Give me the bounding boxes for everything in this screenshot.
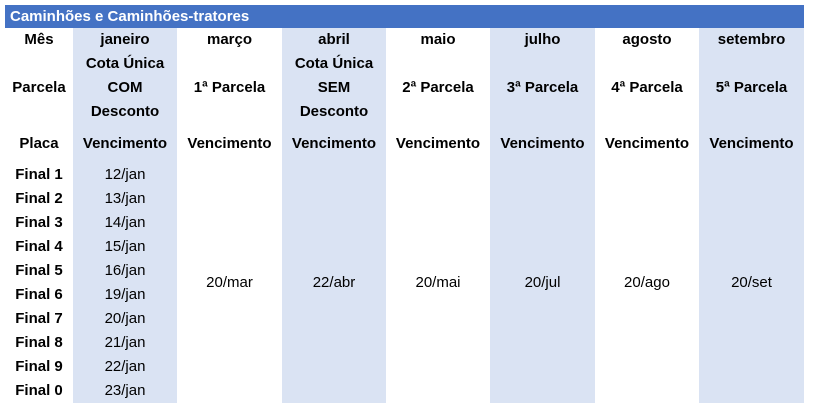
janeiro-date: 13/jan	[73, 187, 177, 211]
placa-final: Final 7	[15, 310, 63, 327]
janeiro-date: 20/jan	[73, 307, 177, 331]
vencimento-header: Vencimento	[395, 134, 481, 152]
parcela-header: 2ª Parcela	[386, 52, 490, 124]
parcela-line: 2ª Parcela	[402, 79, 474, 96]
month-header: setembro	[699, 28, 804, 52]
parcela-header: 1ª Parcela	[177, 52, 282, 124]
parcela-header: 4ª Parcela	[595, 52, 699, 124]
janeiro-date: 14/jan	[73, 211, 177, 235]
parcela-line: Cota Única	[85, 55, 165, 72]
month-header: maio	[420, 31, 456, 48]
parcela-line: SEM	[317, 79, 351, 96]
vencimento-header: Vencimento	[187, 134, 272, 152]
janeiro-date: 22/jan	[73, 355, 177, 379]
placa-final: Final 8	[15, 334, 63, 351]
table-title: Caminhões e Caminhões-tratores	[5, 5, 804, 28]
schedule-table: Caminhões e Caminhões-tratores Mês Parcel…	[5, 5, 804, 403]
vencimento-header: Vencimento	[73, 124, 177, 163]
month-header: abril	[282, 28, 386, 52]
due-date: 20/ago	[624, 274, 670, 291]
placa-final: Final 6	[15, 286, 63, 303]
placa-final: Final 9	[15, 358, 63, 375]
vencimento-header: Vencimento	[699, 124, 804, 163]
parcela-line: Desconto	[299, 103, 369, 120]
parcela-header: 3ª Parcela	[490, 52, 595, 124]
placa-final: Final 1	[15, 166, 63, 183]
placa-final: Final 2	[15, 190, 63, 207]
due-date: 20/jul	[490, 163, 595, 403]
parcela-header: Cota Única SEM Desconto	[282, 52, 386, 124]
parcela-line: Desconto	[90, 103, 160, 120]
due-date: 20/mar	[206, 274, 253, 291]
month-header: agosto	[622, 31, 672, 48]
label-parcela: Parcela	[12, 79, 66, 96]
vencimento-header: Vencimento	[604, 134, 690, 152]
janeiro-date: 12/jan	[73, 163, 177, 187]
parcela-line: 3ª Parcela	[506, 79, 579, 96]
label-placa: Placa	[19, 134, 59, 152]
due-date: 22/abr	[282, 163, 386, 403]
due-date: 20/mai	[415, 274, 461, 291]
janeiro-date: 16/jan	[73, 259, 177, 283]
parcela-line: COM	[107, 79, 143, 96]
placa-final: Final 0	[15, 382, 63, 399]
schedule-grid: Mês Parcela Placa Final 1 12/jan Final 2 13/ja…	[5, 28, 804, 403]
janeiro-date: 21/jan	[73, 331, 177, 355]
label-mes: Mês	[24, 31, 54, 48]
placa-final: Final 5	[15, 262, 63, 279]
placa-final: Final 4	[15, 238, 63, 255]
parcela-header: 5ª Parcela	[699, 52, 804, 124]
parcela-line: 1ª Parcela	[193, 79, 266, 96]
parcela-line: Cota Única	[294, 55, 374, 72]
due-date: 20/set	[699, 163, 804, 403]
janeiro-date: 23/jan	[73, 379, 177, 403]
parcela-line: 4ª Parcela	[611, 79, 683, 96]
vencimento-header: Vencimento	[490, 124, 595, 163]
month-header: julho	[490, 28, 595, 52]
vencimento-header: Vencimento	[282, 124, 386, 163]
janeiro-date: 15/jan	[73, 235, 177, 259]
parcela-header: Cota Única COM Desconto	[73, 52, 177, 124]
month-header: janeiro	[73, 28, 177, 52]
janeiro-date: 19/jan	[73, 283, 177, 307]
month-header: março	[206, 31, 253, 48]
parcela-line: 5ª Parcela	[715, 79, 788, 96]
placa-final: Final 3	[15, 214, 63, 231]
